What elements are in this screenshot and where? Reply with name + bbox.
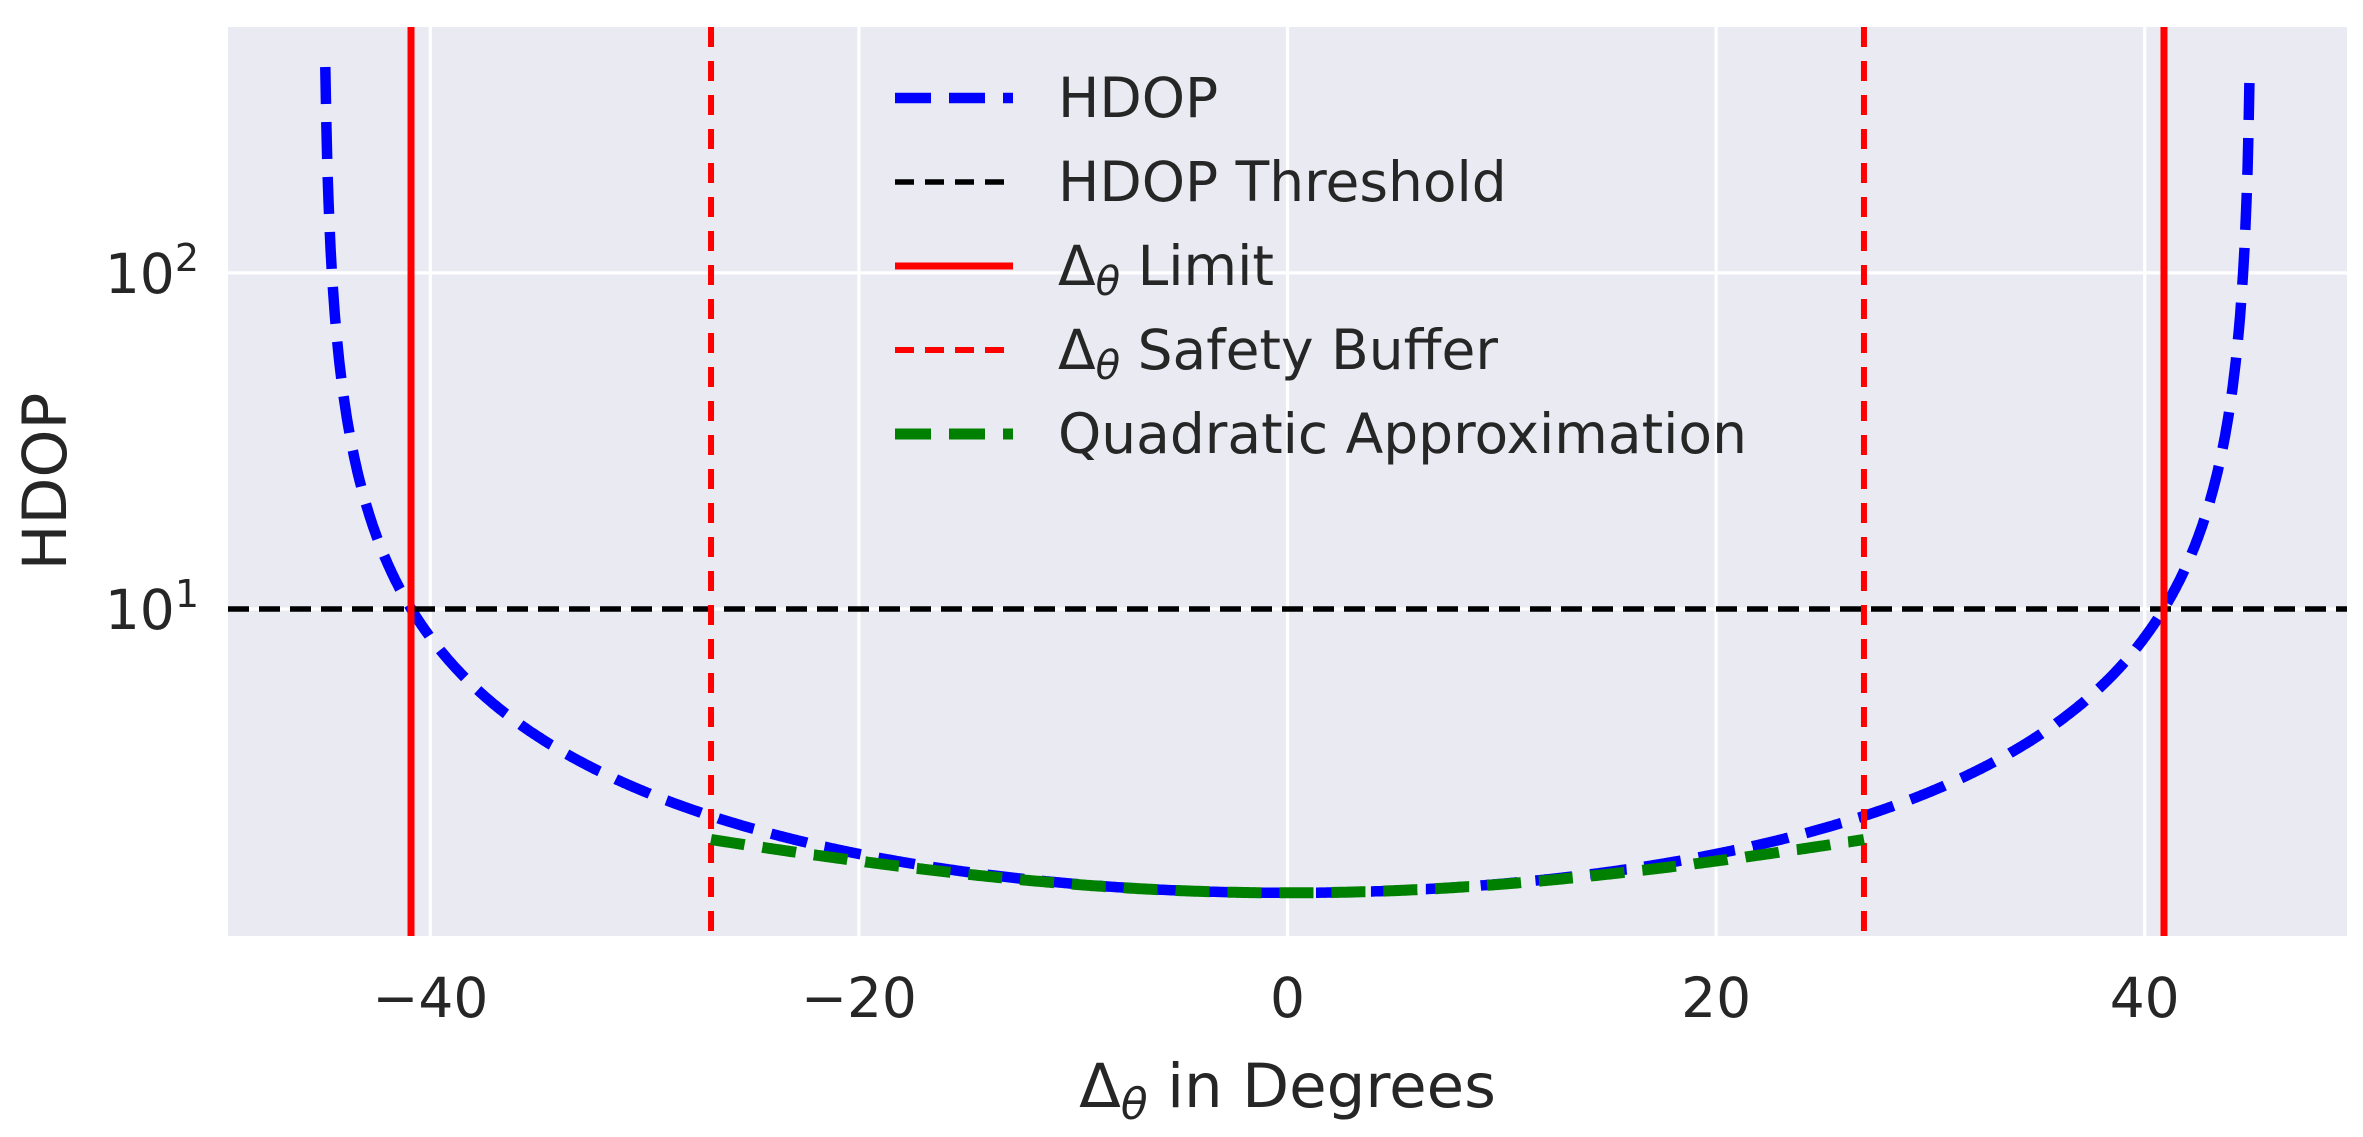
axis-titles: Δθ in Degrees HDOP	[10, 393, 1496, 1130]
x-tick-label: −20	[801, 966, 917, 1030]
x-tick-label: 40	[2110, 966, 2180, 1030]
legend-label: Δθ Safety Buffer	[1058, 318, 1498, 389]
series-lines	[228, 27, 2347, 936]
legend-item: Δθ Safety Buffer	[895, 318, 1498, 389]
y-tick-label: 102	[105, 236, 199, 306]
x-tick-label: 20	[1681, 966, 1751, 1030]
legend-label: Quadratic Approximation	[1058, 402, 1747, 466]
tick-labels: −40 −20 0 20 40 101 102	[105, 236, 2180, 1030]
y-axis-title: HDOP	[10, 393, 81, 571]
legend-item: Δθ Limit	[895, 234, 1274, 305]
legend-label: Δθ Limit	[1058, 234, 1274, 305]
legend-label: HDOP	[1058, 66, 1218, 130]
x-tick-label: −40	[372, 966, 488, 1030]
x-tick-label: 0	[1270, 966, 1305, 1030]
legend-label: HDOP Threshold	[1058, 150, 1507, 214]
x-axis-title: Δθ in Degrees	[1079, 1051, 1496, 1130]
legend: HDOP HDOP Threshold Δθ Limit Δθ Safety Buff…	[895, 66, 1747, 466]
legend-item: Quadratic Approximation	[895, 402, 1747, 466]
y-tick-label: 101	[105, 572, 199, 642]
legend-item: HDOP Threshold	[895, 150, 1507, 214]
curve-quadratic-approximation	[710, 834, 1865, 899]
legend-item: HDOP	[895, 66, 1218, 130]
